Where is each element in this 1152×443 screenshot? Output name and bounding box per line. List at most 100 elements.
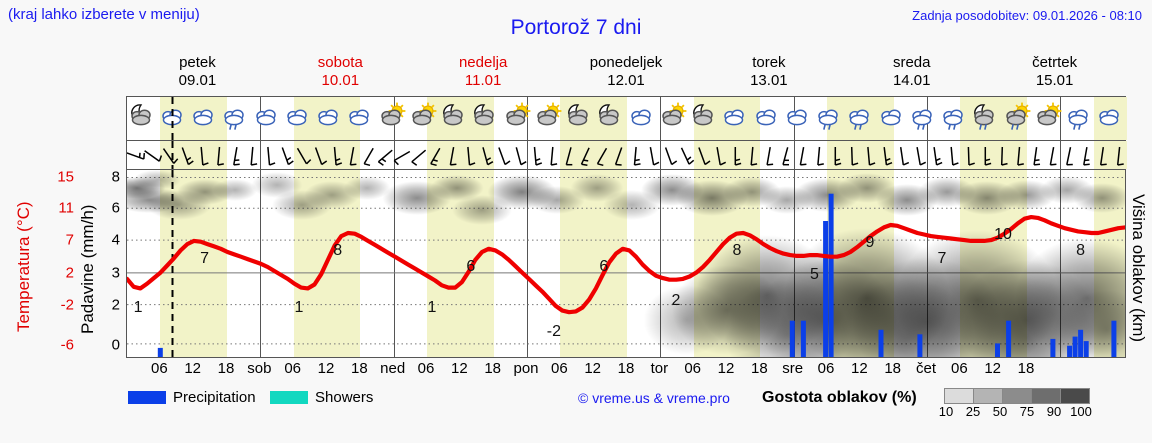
cloud-density-color-scale bbox=[944, 388, 1090, 406]
temperature-extreme-label: 1 bbox=[294, 299, 304, 317]
weather-icon-cloud-rain bbox=[940, 102, 971, 136]
last-update-text: Zadnja posodobitev: 09.01.2026 - 08:10 bbox=[912, 8, 1142, 23]
weather-icon-sun-cloud bbox=[533, 102, 564, 136]
x-tick-06: 06 bbox=[550, 360, 568, 377]
day-date: 15.01 bbox=[1035, 72, 1074, 89]
day-date: 10.01 bbox=[321, 72, 360, 89]
x-tick-12: 12 bbox=[450, 360, 468, 377]
day-header-1: sobota 10.01 bbox=[269, 54, 412, 92]
day-date: 14.01 bbox=[892, 72, 931, 89]
weather-icon-cloud bbox=[252, 102, 283, 136]
precipitation-tick-3: 3 bbox=[111, 264, 120, 282]
weather-icon-moon-cloud bbox=[471, 102, 502, 136]
weather-icon-strip bbox=[126, 96, 1127, 142]
cloud-density-value-25: 25 bbox=[965, 404, 981, 419]
x-tick-tor: tor bbox=[650, 360, 669, 377]
weather-icon-cloud bbox=[721, 102, 752, 136]
weather-icon-cloud-rain bbox=[815, 102, 846, 136]
weather-icon-cloud bbox=[1096, 102, 1127, 136]
legend-showers: Showers bbox=[270, 389, 373, 407]
page-title: Portorož 7 dni bbox=[510, 16, 642, 39]
day-separator bbox=[660, 170, 662, 357]
temperature-axis-title: Temperatura (°C) bbox=[14, 201, 33, 333]
temperature-tick-3: 2 bbox=[65, 264, 74, 282]
precipitation-tick-0: 8 bbox=[111, 168, 120, 186]
x-tick-ned: ned bbox=[380, 360, 406, 377]
x-tick-18: 18 bbox=[1017, 360, 1035, 377]
weather-icon-cloud-rain bbox=[1065, 102, 1096, 136]
x-tick-06: 06 bbox=[950, 360, 968, 377]
day-separator bbox=[527, 97, 528, 140]
copyright-link[interactable]: © vreme.us & vreme.pro bbox=[578, 390, 730, 406]
weather-icon-cloud bbox=[877, 102, 908, 136]
day-separator bbox=[793, 141, 795, 169]
weather-icon-moon-cloud bbox=[127, 102, 158, 136]
temperature-extreme-label: 1 bbox=[427, 299, 437, 317]
temperature-tick-2: 7 bbox=[65, 231, 74, 249]
day-header-3: ponedeljek 12.01 bbox=[555, 54, 698, 92]
day-header-2: nedelja 11.01 bbox=[412, 54, 555, 92]
precipitation-tick-2: 4 bbox=[111, 231, 120, 249]
x-tick-18: 18 bbox=[217, 360, 235, 377]
cloud-density-value-90: 90 bbox=[1046, 404, 1062, 419]
day-date: 12.01 bbox=[607, 72, 645, 89]
cloud-density-value-50: 50 bbox=[992, 404, 1008, 419]
cloud-density-value-10: 10 bbox=[938, 404, 954, 419]
x-tick-sre: sre bbox=[782, 360, 804, 377]
temperature-extreme-label: 2 bbox=[671, 291, 681, 309]
day-header-0: petek 09.01 bbox=[126, 54, 269, 92]
showers-legend-label: Showers bbox=[315, 389, 374, 407]
temperature-extreme-label: 10 bbox=[994, 226, 1012, 244]
day-name: sobota bbox=[317, 54, 363, 71]
weather-icon-cloud bbox=[752, 102, 783, 136]
daylight-band bbox=[427, 141, 494, 169]
temperature-extreme-label: 6 bbox=[466, 257, 476, 275]
cloud-height-axis-title: Višina oblakov (km) bbox=[1129, 193, 1148, 343]
x-tick-čet: čet bbox=[915, 360, 937, 377]
day-date: 09.01 bbox=[178, 72, 217, 89]
weather-icon-moon-cloud-rain bbox=[971, 102, 1002, 136]
weather-icon-cloud bbox=[627, 102, 658, 136]
x-tick-12: 12 bbox=[584, 360, 601, 377]
x-tick-06: 06 bbox=[684, 360, 701, 377]
day-separator bbox=[660, 97, 662, 140]
temperature-tick-0: 15 bbox=[57, 168, 74, 186]
day-name: torek bbox=[752, 54, 786, 71]
x-axis-tick-labels: 06 12 18 sob 06 12 18 ned 06 12 18 pon 06 12 18 tor 06 12… bbox=[126, 360, 1126, 380]
weather-icon-sun-cloud bbox=[377, 102, 408, 136]
day-separator bbox=[1060, 97, 1062, 140]
weather-icon-cloud bbox=[346, 102, 377, 136]
cloud-density-value-100: 100 bbox=[1070, 404, 1092, 419]
weather-icon-cloud bbox=[283, 102, 314, 136]
day-separator bbox=[527, 170, 528, 357]
x-tick-12: 12 bbox=[850, 360, 868, 377]
day-separator bbox=[927, 141, 928, 169]
weather-icon-cloud-rain bbox=[221, 102, 252, 136]
daylight-band bbox=[293, 141, 361, 169]
day-separator bbox=[260, 141, 262, 169]
day-name: ponedeljek bbox=[589, 54, 663, 71]
weather-icon-cloud-rain bbox=[846, 102, 877, 136]
precipitation-tick-4: 2 bbox=[111, 296, 120, 314]
x-tick-18: 18 bbox=[350, 360, 368, 377]
cloud-density-swatch-0 bbox=[944, 388, 974, 404]
x-tick-pon: pon bbox=[513, 360, 539, 377]
cloud-density-swatch-2 bbox=[1002, 388, 1032, 404]
location-menu-note[interactable]: (kraj lahko izberete v meniju) bbox=[8, 6, 200, 23]
x-tick-sob: sob bbox=[247, 360, 272, 377]
x-tick-18: 18 bbox=[750, 360, 768, 377]
day-name: nedelja bbox=[458, 54, 508, 71]
day-header-row: petek 09.01 sobota 10.01 nedelja 11.01 ponedel… bbox=[126, 54, 1126, 92]
x-tick-06: 06 bbox=[284, 360, 301, 377]
temperature-extreme-label: 6 bbox=[599, 257, 609, 275]
precipitation-tick-1: 6 bbox=[111, 199, 120, 217]
day-separator bbox=[393, 170, 395, 357]
cloud-density-swatch-4 bbox=[1060, 388, 1090, 404]
temperature-tick-5: -6 bbox=[60, 336, 74, 354]
x-tick-18: 18 bbox=[617, 360, 635, 377]
cloud-density-value-75: 75 bbox=[1019, 404, 1035, 419]
temperature-extreme-label: 8 bbox=[1076, 242, 1086, 259]
day-name: četrtek bbox=[1032, 54, 1078, 71]
temperature-extreme-label: 8 bbox=[732, 242, 742, 259]
weather-icon-sun-cloud bbox=[658, 102, 689, 136]
